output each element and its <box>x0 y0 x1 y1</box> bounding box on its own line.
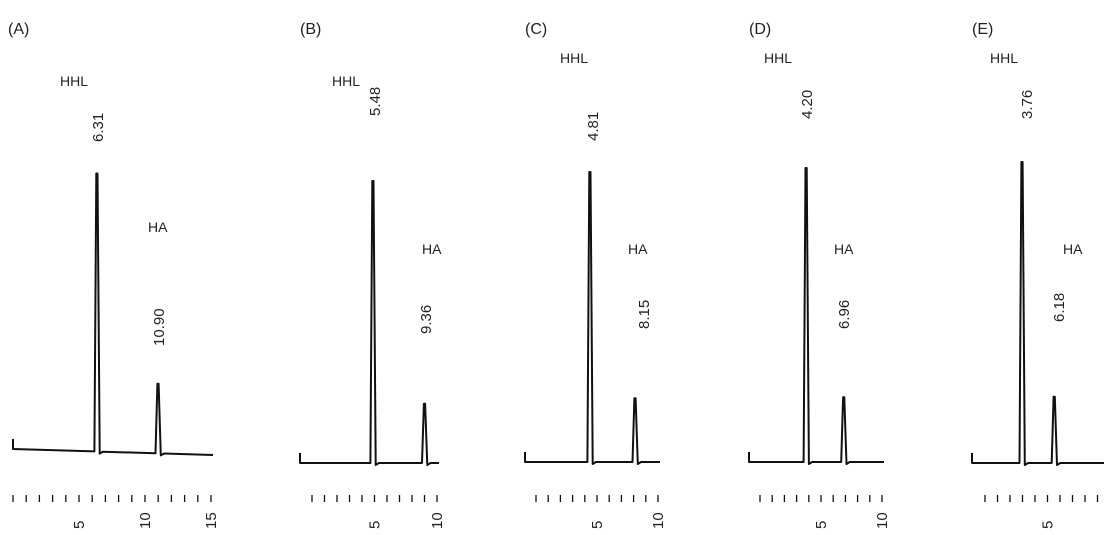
panel-a-label: (A) <box>8 21 29 38</box>
panel-d-peak-1-name: HHL <box>764 50 792 66</box>
panel-b-tick-label-5: 5 <box>367 521 384 529</box>
panel-b-peak-2-name: HA <box>422 241 442 257</box>
panel-d-tick-label-5: 5 <box>813 521 830 529</box>
panel-a-tick-label-5: 5 <box>71 521 88 529</box>
panel-b-label: (B) <box>300 21 321 38</box>
panel-c-label: (C) <box>525 21 547 38</box>
panel-e-tick-label-5: 5 <box>1040 521 1057 529</box>
panel-c-peak-1-name: HHL <box>560 50 588 66</box>
panel-e: (E) HHL 3.76 HA 6.18 5 10 <box>971 21 1104 529</box>
panel-d-trace <box>748 167 884 465</box>
panel-a-peak-2-rt: 10.90 <box>151 308 168 346</box>
panel-b-trace <box>299 180 439 466</box>
panel-b-peak-2-rt: 9.36 <box>418 305 435 334</box>
panel-c-peak-1-rt: 4.81 <box>585 112 602 141</box>
panel-c-tick-label-5: 5 <box>589 521 606 529</box>
panel-a-peak-1-rt: 6.31 <box>90 113 107 142</box>
panel-a-tick-label-10: 10 <box>137 512 154 529</box>
panel-e-label: (E) <box>972 21 993 38</box>
panel-b-tick-label-10: 10 <box>429 512 446 529</box>
panel-e-tick-label-10: 10 <box>1102 512 1104 529</box>
panel-b-peak-1-name: HHL <box>332 73 360 89</box>
panel-b-peak-1-rt: 5.48 <box>367 87 384 116</box>
panel-d: (D) HHL 4.20 HA 6.96 5 10 <box>748 21 891 529</box>
panel-a-trace <box>12 172 214 457</box>
panel-a-peak-1-name: HHL <box>60 73 88 89</box>
panel-c-peak-2-name: HA <box>628 241 648 257</box>
panel-e-trace <box>971 161 1104 466</box>
panel-d-label: (D) <box>749 21 771 38</box>
panel-d-peak-2-rt: 6.96 <box>836 300 853 329</box>
panel-c-trace <box>524 171 660 465</box>
panel-e-peak-1-rt: 3.76 <box>1019 90 1036 119</box>
panel-e-peak-2-name: HA <box>1063 241 1083 257</box>
panel-e-peak-1-name: HHL <box>990 50 1018 66</box>
panel-c: (C) HHL 4.81 HA 8.15 5 10 <box>524 21 667 529</box>
panel-d-peak-2-name: HA <box>834 241 854 257</box>
panel-e-peak-2-rt: 6.18 <box>1051 293 1068 322</box>
panel-b: (B) HHL 5.48 HA 9.36 5 10 <box>299 21 446 529</box>
panel-d-peak-1-rt: 4.20 <box>799 90 816 119</box>
panel-c-tick-label-10: 10 <box>650 512 667 529</box>
panel-d-tick-label-10: 10 <box>874 512 891 529</box>
panel-c-peak-2-rt: 8.15 <box>636 300 653 329</box>
panel-a-peak-2-name: HA <box>148 219 168 235</box>
panel-a: (A) HHL 6.31 HA 10.90 5 10 15 <box>8 21 220 529</box>
panel-a-tick-label-15: 15 <box>203 512 220 529</box>
